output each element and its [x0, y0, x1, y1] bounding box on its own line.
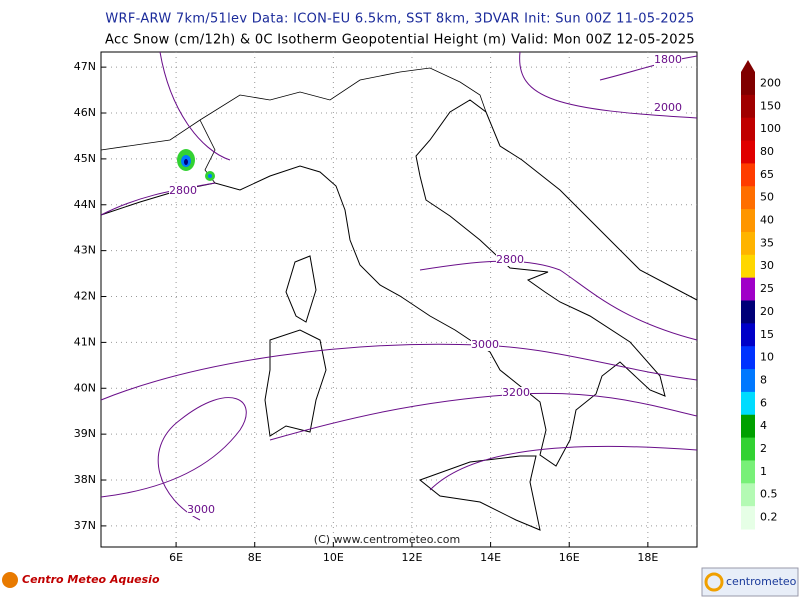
map-frame — [100, 51, 698, 548]
isotherm — [429, 445, 698, 491]
lon-label: 14E — [480, 551, 501, 564]
coastline-mainland — [100, 99, 698, 467]
lon-label: 6E — [169, 551, 183, 564]
map: 1800 2000 2800 2800 3000 3200 3000 (C) www.cen… — [100, 51, 698, 548]
logo-left-text: Centro Meteo Aquesio — [22, 573, 160, 586]
colorbar-label: 25 — [760, 282, 774, 295]
header-line2: Acc Snow (cm/12h) & 0C Isotherm Geopoten… — [105, 33, 695, 48]
contour-label: 3000 — [471, 338, 499, 351]
contour-label-bg — [654, 54, 682, 66]
colorbar-label: 150 — [760, 99, 781, 112]
isotherm — [100, 182, 216, 216]
colorbar-swatch — [741, 506, 755, 530]
isotherm — [159, 51, 231, 161]
colorbar-swatch — [741, 369, 755, 393]
colorbar-label: 200 — [760, 76, 781, 89]
isotherm — [599, 55, 698, 81]
contour-label-bg — [654, 102, 682, 114]
colorbar-label: 0.2 — [760, 511, 778, 524]
colorbar-swatch — [741, 186, 755, 210]
contour-label: 1800 — [654, 53, 682, 66]
contour-label-bg — [187, 504, 215, 516]
colorbar-label: 40 — [760, 214, 774, 227]
colorbar-label: 20 — [760, 305, 774, 318]
colorbar-swatch — [741, 94, 755, 119]
colorbar-swatch — [741, 117, 755, 142]
colorbar-label: 65 — [760, 168, 774, 181]
lon-label: 12E — [401, 551, 422, 564]
colorbar-swatch — [741, 414, 755, 439]
colorbar-swatch — [741, 140, 755, 164]
lat-label: 39N — [74, 427, 96, 440]
lat-label: 37N — [74, 519, 96, 532]
lat-label: 38N — [74, 473, 96, 486]
colorbar-label: 80 — [760, 145, 774, 158]
lat-label: 45N — [74, 152, 96, 165]
colorbar-label: 8 — [760, 373, 767, 386]
lat-label: 46N — [74, 106, 96, 119]
colorbar-swatch — [741, 163, 755, 187]
colorbar-label: 6 — [760, 396, 767, 409]
colorbar-label: 2 — [760, 442, 767, 455]
contour-label-bg — [502, 387, 530, 399]
lon-label: 16E — [559, 551, 580, 564]
colorbar-swatch — [741, 391, 755, 416]
colorbar-swatch — [741, 460, 755, 484]
colorbar-swatch — [741, 209, 755, 233]
lon-label: 10E — [323, 551, 344, 564]
contour-label: 2000 — [654, 101, 682, 114]
colorbar-swatch — [741, 300, 755, 324]
isotherm — [419, 260, 698, 341]
contour-label-bg — [496, 254, 524, 266]
colorbar-swatch — [741, 277, 755, 301]
lat-label: 41N — [74, 335, 96, 348]
coastline-sicily — [418, 455, 541, 531]
lat-label: 40N — [74, 381, 96, 394]
contour-label: 3000 — [187, 503, 215, 516]
colorbar-label: 4 — [760, 419, 767, 432]
isotherm — [100, 397, 247, 521]
lat-label: 42N — [74, 290, 96, 303]
contour-label-bg — [169, 185, 197, 197]
lat-label: 43N — [74, 244, 96, 257]
colorbar-swatch — [741, 231, 755, 256]
contour-label: 3200 — [502, 386, 530, 399]
lat-label: 44N — [74, 198, 96, 211]
colorbar-swatch — [741, 437, 755, 461]
colorbar-swatch — [741, 483, 755, 507]
colorbar-label: 15 — [760, 328, 774, 341]
colorbar-swatch — [741, 254, 755, 279]
logo-left: Centro Meteo Aquesio — [2, 572, 160, 588]
header-line1: WRF-ARW 7km/51lev Data: ICON-EU 6.5km, S… — [105, 12, 694, 27]
colorbar-label: 1 — [760, 465, 767, 478]
coastline-sardinia — [264, 329, 327, 437]
isotherm — [100, 343, 698, 401]
logo-right-text: centrometeo — [726, 575, 797, 588]
colorbar-arrow — [741, 60, 755, 72]
copyright: (C) www.centrometeo.com — [314, 533, 460, 546]
contour-label-bg — [471, 339, 499, 351]
contour-label: 2800 — [169, 184, 197, 197]
snow-area — [177, 149, 215, 181]
colorbar-swatch — [741, 346, 755, 370]
colorbar: 200 150 100 80 65 50 40 35 30 25 20 15 10 8 6 4 2 1 0.5 0.2 — [741, 60, 781, 530]
colorbar-label: 35 — [760, 236, 774, 249]
isotherm — [519, 51, 698, 119]
contour-label: 2800 — [496, 253, 524, 266]
colorbar-swatch — [741, 72, 755, 96]
colorbar-swatch — [741, 323, 755, 347]
lon-label: 18E — [637, 551, 658, 564]
colorbar-label: 30 — [760, 259, 774, 272]
colorbar-label: 0.5 — [760, 488, 778, 501]
colorbar-label: 100 — [760, 122, 781, 135]
lon-label: 8E — [248, 551, 262, 564]
coastline-corsica — [285, 255, 317, 323]
colorbar-label: 50 — [760, 191, 774, 204]
lat-label: 47N — [74, 60, 96, 73]
logo-right: centrometeo — [701, 567, 799, 597]
colorbar-label: 10 — [760, 351, 774, 364]
